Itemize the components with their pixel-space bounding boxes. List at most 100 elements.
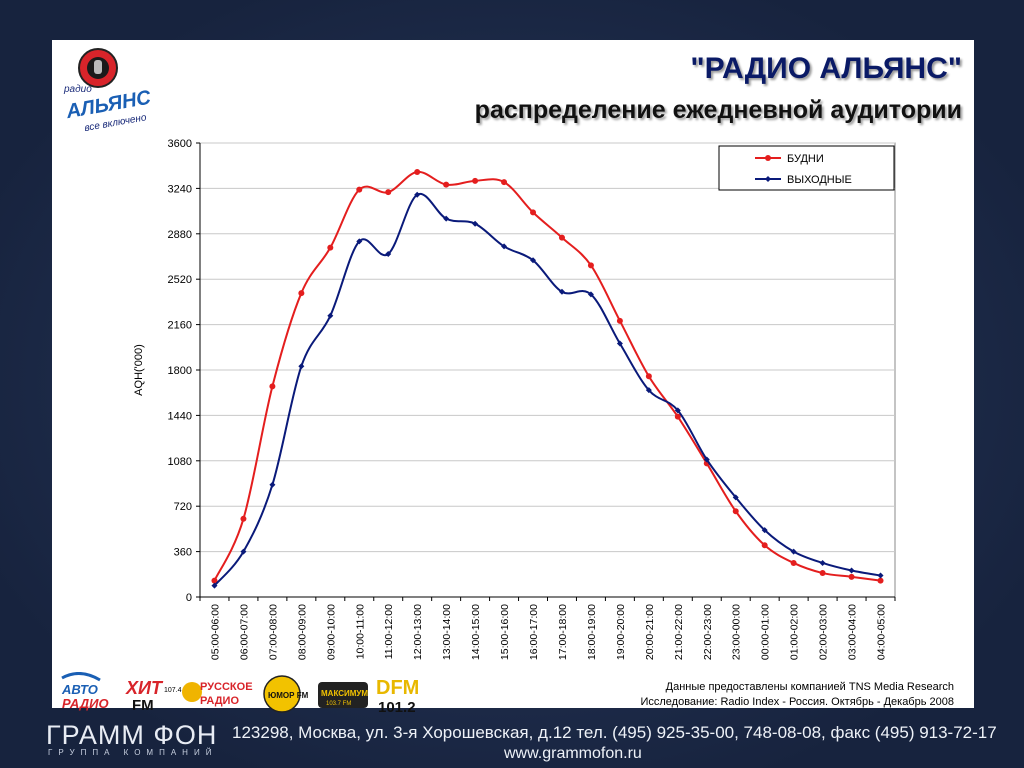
x-tick-label: 19:00-20:00 <box>615 604 627 660</box>
data-point <box>211 577 218 584</box>
y-tick-label: 3600 <box>168 138 192 150</box>
data-point <box>819 559 826 566</box>
data-point <box>385 189 392 196</box>
data-point <box>269 481 276 488</box>
data-point <box>501 243 508 250</box>
data-point <box>472 177 479 184</box>
data-point <box>240 515 247 522</box>
x-tick-label: 17:00-18:00 <box>557 604 569 660</box>
data-point <box>587 291 594 298</box>
x-tick-label: 03:00-04:00 <box>847 604 859 660</box>
data-point <box>819 570 826 577</box>
svg-text:МАКСИМУМ: МАКСИМУМ <box>321 689 368 698</box>
data-point <box>501 179 508 186</box>
x-tick-label: 23:00-00:00 <box>731 604 743 660</box>
chart-series <box>211 169 884 589</box>
svg-text:DFM: DFM <box>376 677 419 699</box>
data-point <box>327 244 334 251</box>
data-point <box>790 548 797 555</box>
data-point <box>240 548 247 555</box>
legend-label: ВЫХОДНЫЕ <box>787 174 852 186</box>
y-tick-label: 2160 <box>168 320 192 332</box>
x-tick-label: 07:00-08:00 <box>267 604 279 660</box>
source-line-1: Данные предоставлены компанией TNS Media… <box>665 681 954 693</box>
series-weekends <box>211 191 884 589</box>
y-tick-label: 1800 <box>168 365 192 377</box>
data-point <box>790 559 797 566</box>
svg-text:РУССКОЕ: РУССКОЕ <box>200 681 253 693</box>
data-point <box>703 456 710 463</box>
source-line-2: Исследование: Radio Index - Россия. Октя… <box>640 696 954 708</box>
y-tick-label: 2520 <box>168 274 192 286</box>
x-tick-label: 14:00-15:00 <box>470 604 482 660</box>
data-point <box>472 220 479 227</box>
avtoradio-logo: АВТО РАДИО <box>61 672 109 711</box>
footer-website[interactable]: www.grammofon.ru <box>504 745 642 762</box>
data-point <box>645 387 652 394</box>
footer-address: 123298, Москва, ул. 3-я Хорошевская, д.1… <box>232 723 997 742</box>
data-point <box>674 413 681 420</box>
x-tick-label: 02:00-03:00 <box>818 604 830 660</box>
data-point <box>414 191 421 198</box>
legend-marker <box>765 155 771 161</box>
chart-legend: БУДНИ ВЫХОДНЫЕ <box>718 145 895 191</box>
y-tick-label: 0 <box>186 592 192 604</box>
logo-top-text: радио <box>63 84 92 95</box>
y-tick-label: 3240 <box>168 183 192 195</box>
data-point <box>848 573 855 580</box>
russkoe-radio-logo: РУССКОЕ РАДИО <box>182 681 253 707</box>
audience-line-chart: 036072010801440180021602520288032403600 … <box>133 138 896 660</box>
humor-fm-logo: ЮМОР FM <box>263 675 309 713</box>
legend-box <box>718 145 895 191</box>
x-tick-label: 22:00-23:00 <box>702 604 714 660</box>
data-point <box>530 257 537 264</box>
slide-title: "РАДИО АЛЬЯНС" <box>690 52 962 85</box>
x-tick-label: 13:00-14:00 <box>441 604 453 660</box>
y-axis-label: AQH('000) <box>133 344 145 396</box>
x-tick-label: 12:00-13:00 <box>412 604 424 660</box>
x-tick-label: 01:00-02:00 <box>789 604 801 660</box>
x-tick-label: 06:00-07:00 <box>238 604 250 660</box>
data-point <box>356 186 363 193</box>
y-axis-ticks: 0 360 720 1080 1440 1800 2160 2520 2880 3240 3600 <box>168 138 201 604</box>
x-tick-label: 00:00-01:00 <box>760 604 772 660</box>
svg-text:103.7 FM: 103.7 FM <box>326 701 351 707</box>
y-tick-label: 720 <box>174 501 192 513</box>
hit-fm-logo: ХИТ 107.4 FM <box>125 678 182 714</box>
data-point <box>530 209 537 216</box>
x-tick-label: 21:00-22:00 <box>673 604 685 660</box>
svg-text:FM: FM <box>132 697 154 714</box>
data-point <box>443 181 450 188</box>
x-axis-ticks: 05:00-06:00 06:00-07:00 07:00-08:00 08:00-0… <box>199 596 896 660</box>
maximum-logo: МАКСИМУМ 103.7 FM <box>318 682 368 708</box>
data-point <box>211 582 218 589</box>
svg-text:ХИТ: ХИТ <box>125 678 164 698</box>
data-point <box>298 363 305 370</box>
svg-text:АВТО: АВТО <box>61 682 98 697</box>
series-line <box>213 171 881 582</box>
data-point <box>298 290 305 297</box>
svg-text:РАДИО: РАДИО <box>62 696 109 711</box>
data-point <box>761 542 768 549</box>
data-point <box>414 169 421 176</box>
data-point <box>269 383 276 390</box>
data-point <box>356 238 363 245</box>
data-point <box>587 262 594 269</box>
series-weekdays <box>211 169 884 584</box>
series-line <box>213 192 881 587</box>
svg-text:РАДИО: РАДИО <box>200 695 239 707</box>
station-logos: АВТО РАДИО ХИТ 107.4 FM РУССКОЕ РАДИО ЮМ… <box>61 672 419 716</box>
y-tick-label: 1440 <box>168 410 192 422</box>
x-tick-label: 05:00-06:00 <box>209 604 221 660</box>
slide-subtitle: распределение ежедневной аудитории <box>474 96 962 124</box>
x-tick-label: 11:00-12:00 <box>383 604 395 659</box>
legend-marker <box>765 176 771 182</box>
legend-label: БУДНИ <box>787 153 824 165</box>
svg-text:101.2: 101.2 <box>378 699 416 716</box>
data-point <box>443 215 450 222</box>
data-point <box>761 527 768 534</box>
data-point <box>616 317 623 324</box>
x-tick-label: 10:00-11:00 <box>354 604 366 659</box>
data-point <box>616 340 623 347</box>
x-tick-label: 16:00-17:00 <box>528 604 540 660</box>
